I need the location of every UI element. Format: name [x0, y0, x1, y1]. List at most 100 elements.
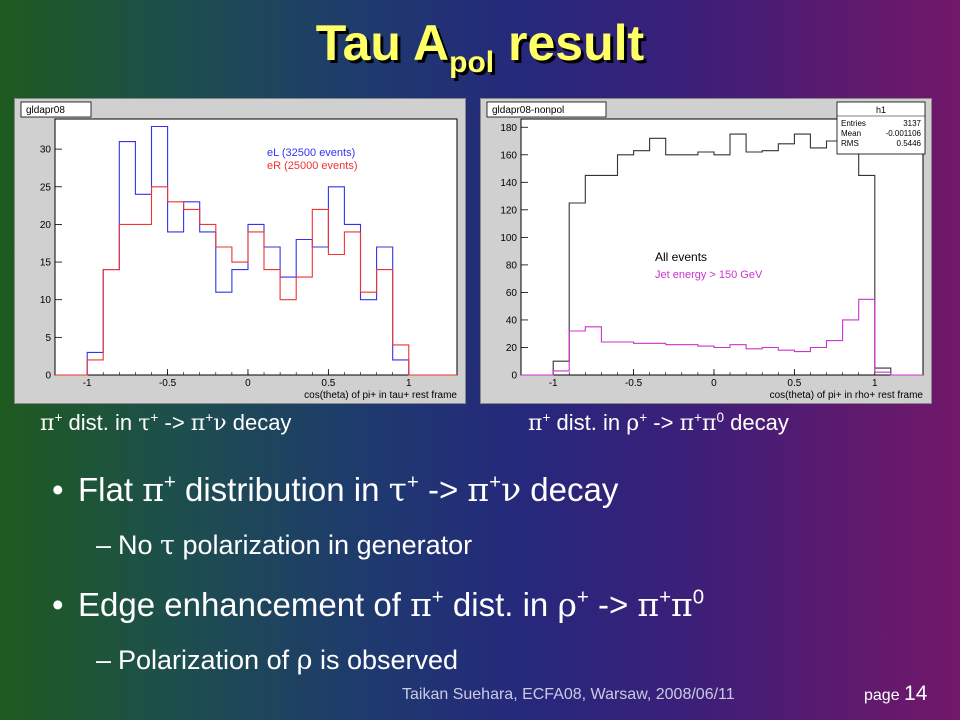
caption-tau: τ	[138, 411, 151, 436]
caption-pi: π	[679, 411, 695, 436]
caption-arrow: ->	[647, 410, 680, 435]
bullet-sup: 0	[692, 585, 705, 609]
y-tick-label: 15	[40, 258, 52, 269]
y-tick-label: 100	[500, 233, 517, 244]
caption-sup: +	[639, 409, 648, 425]
right-histogram-chart: gldapr08-nonpol -1 -0.5 0 0.5 1 0 20 40 60 80 100 12…	[481, 99, 931, 403]
legend-entry: Jet energy > 150 GeV	[655, 269, 763, 281]
left-histogram-chart: gldapr08-1 -0.5 0 0.5 1051015202530cos(theta…	[15, 99, 465, 403]
x-axis-label: cos(theta) of pi+ in rho+ rest frame	[770, 390, 924, 401]
panel-label-box	[20, 101, 92, 118]
bullet-arrow: ->	[588, 586, 638, 623]
y-tick-label: 10	[40, 295, 52, 306]
bullet-pi: π	[637, 585, 660, 624]
sub-bullet-rho: ρ	[296, 645, 313, 676]
bullet-pi: π	[671, 585, 693, 624]
bullet-text: Flat	[78, 471, 143, 508]
caption-text: dist. in	[62, 410, 139, 435]
bullet-sup: +	[489, 470, 502, 494]
bullet-arrow: ->	[418, 471, 468, 508]
stats-key: Mean	[841, 129, 861, 138]
x-tick-label: -0.5	[625, 378, 643, 389]
caption-pi: π	[190, 411, 206, 436]
bullet-rho: ρ	[557, 585, 577, 624]
stats-title: h1	[876, 105, 886, 115]
panel-label: gldapr08-nonpol	[492, 105, 564, 116]
y-tick-label: 180	[500, 123, 517, 134]
x-tick-label: 1	[406, 378, 412, 389]
caption-sup: +	[542, 409, 551, 425]
slide-title-sub: pol	[449, 46, 495, 79]
y-tick-label: 0	[45, 371, 51, 382]
caption-rho: ρ	[626, 411, 640, 436]
bullet-sup: +	[576, 585, 589, 609]
plot-frame	[520, 118, 924, 376]
y-tick-label: 140	[500, 178, 517, 189]
bullet-sup: +	[406, 470, 419, 494]
x-tick-label: 0	[245, 378, 251, 389]
stats-key: RMS	[841, 139, 859, 148]
stats-value: -0.001106	[886, 129, 922, 138]
sub-bullet-text: Polarization of	[118, 645, 297, 675]
caption-pi: π	[702, 411, 717, 436]
y-tick-label: 30	[40, 145, 52, 156]
y-tick-label: 40	[506, 315, 518, 326]
left-caption: π+ dist. in τ+ -> π+ν decay	[40, 410, 291, 436]
bullet-1: • Flat π+ distribution in τ+ -> π+ν decay	[52, 470, 618, 509]
plot-frame	[54, 118, 458, 376]
x-tick-label: -0.5	[159, 378, 177, 389]
bullet-pi: π	[410, 585, 432, 624]
sub-bullet-tau: τ	[160, 530, 175, 561]
right-caption: π+ dist. in ρ+ -> π+π0 decay	[528, 410, 789, 436]
page-number: 14	[904, 682, 928, 705]
bullet-nu: ν	[501, 470, 522, 509]
bullet-text: decay	[521, 471, 619, 508]
sub-bullet-marker: –	[96, 645, 112, 675]
caption-sup: 0	[716, 409, 725, 425]
caption-text: decay	[226, 410, 292, 435]
legend-entry: eL (32500 events)	[267, 147, 355, 159]
y-tick-label: 25	[40, 182, 52, 193]
x-tick-label: 0.5	[321, 378, 335, 389]
x-tick-label: 0.5	[787, 378, 801, 389]
y-tick-label: 5	[45, 333, 51, 344]
stats-value: 3137	[903, 119, 921, 128]
sub-bullet-text: No	[118, 530, 161, 560]
page-label: page	[864, 687, 900, 704]
bullet-sup: +	[659, 585, 672, 609]
bullet-marker: •	[52, 586, 64, 623]
sub-bullet-2: – Polarization of ρ is observed	[96, 645, 458, 676]
bullet-2: • Edge enhancement of π+ dist. in ρ+ -> π…	[52, 585, 704, 624]
y-tick-label: 20	[506, 343, 518, 354]
stats-box	[836, 101, 926, 155]
footer-credit: Taikan Suehara, ECFA08, Warsaw, 2008/06/…	[402, 686, 735, 703]
y-tick-label: 20	[40, 220, 52, 231]
bullet-sup: +	[163, 470, 176, 494]
caption-pi: π	[528, 411, 543, 436]
series-line	[521, 298, 923, 376]
y-tick-label: 0	[511, 371, 517, 382]
y-tick-label: 60	[506, 288, 518, 299]
bullet-marker: •	[52, 471, 64, 508]
bullet-text: dist. in	[443, 586, 558, 623]
x-axis-label: cos(theta) of pi+ in tau+ rest frame	[304, 390, 457, 401]
legend-entry: eR (25000 events)	[267, 160, 358, 172]
sub-bullet-marker: –	[96, 530, 112, 560]
stats-value: 0.5446	[897, 139, 922, 148]
caption-pi: π	[40, 411, 55, 436]
caption-sup: +	[54, 409, 63, 425]
bullet-sup: +	[431, 585, 444, 609]
slide-title-end: result	[494, 15, 645, 71]
stats-key: Entries	[841, 119, 866, 128]
bullet-pi: π	[467, 470, 490, 509]
sub-bullet-text: is observed	[312, 645, 459, 675]
x-tick-label: 0	[711, 378, 717, 389]
caption-sup: +	[150, 409, 159, 425]
series-line	[55, 186, 457, 376]
x-tick-label: -1	[549, 378, 558, 389]
bullet-tau: τ	[388, 470, 407, 509]
slide-title-main: Tau A	[315, 15, 450, 71]
bullet-text: Edge enhancement of	[78, 586, 411, 623]
x-tick-label: -1	[83, 378, 92, 389]
caption-sup: +	[205, 409, 214, 425]
